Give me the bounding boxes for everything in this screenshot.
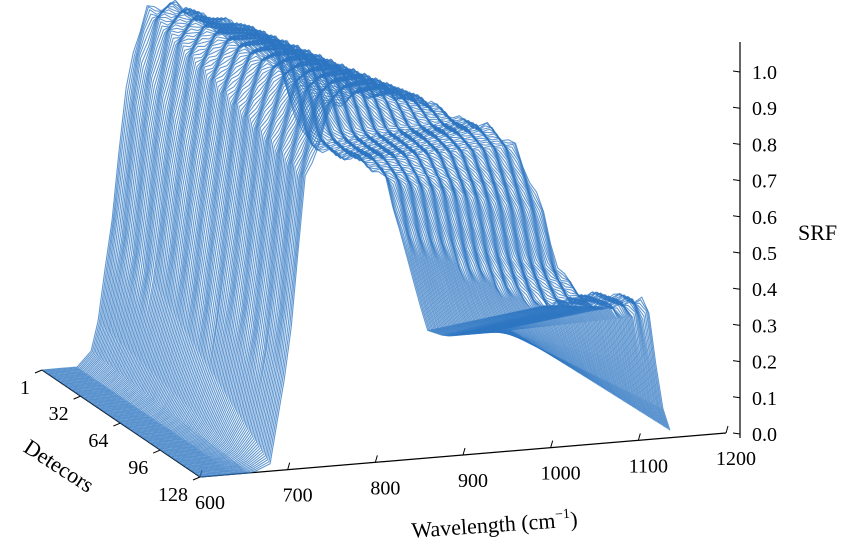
x-tick-label: 900 bbox=[458, 470, 488, 492]
z-tick-label: 0.0 bbox=[752, 424, 777, 446]
z-tick-mark bbox=[732, 432, 741, 435]
srf-curve-detector-106 bbox=[172, 76, 644, 460]
y-tick-label: 32 bbox=[49, 403, 69, 425]
srf-curve-detector-17 bbox=[61, 15, 532, 385]
z-tick-label: 0.3 bbox=[752, 315, 777, 337]
z-tick-mark bbox=[732, 360, 741, 363]
srf-curve-detector-1 bbox=[41, 0, 512, 371]
y-tick-mark bbox=[73, 395, 81, 400]
x-tick-mark bbox=[462, 447, 466, 456]
z-axis-title: SRF bbox=[798, 220, 837, 245]
z-tick-mark bbox=[732, 215, 741, 218]
srf-curve-detector-18 bbox=[63, 14, 534, 385]
z-tick-label: 1.0 bbox=[752, 62, 777, 84]
x-tick-mark bbox=[637, 433, 641, 441]
z-tick-label: 0.1 bbox=[752, 388, 777, 410]
srf-curve-detector-116 bbox=[185, 83, 656, 468]
z-tick-label: 0.7 bbox=[752, 171, 777, 193]
x-tick-label: 1200 bbox=[716, 448, 756, 470]
x-tick-label: 600 bbox=[195, 492, 225, 514]
x-tick-label: 700 bbox=[283, 485, 313, 507]
x-tick-label: 1000 bbox=[541, 463, 581, 485]
z-tick-mark bbox=[732, 251, 741, 254]
x-tick-mark bbox=[550, 440, 554, 448]
y-axis-title: Detecors bbox=[19, 434, 98, 498]
z-tick-mark bbox=[732, 106, 741, 109]
x-axis-title: Wavelength (cm−1) bbox=[411, 506, 579, 540]
z-tick-mark bbox=[732, 323, 741, 326]
z-tick-mark bbox=[732, 287, 741, 290]
z-tick-label: 0.5 bbox=[752, 243, 777, 265]
z-tick-mark bbox=[732, 70, 741, 73]
srf-curve-detector-24 bbox=[70, 22, 541, 390]
z-tick-label: 0.8 bbox=[752, 134, 777, 156]
y-tick-label: 64 bbox=[88, 430, 108, 452]
y-tick-mark bbox=[113, 422, 121, 427]
srf-curve-detector-125 bbox=[196, 88, 667, 476]
y-tick-mark bbox=[34, 369, 43, 374]
z-tick-mark bbox=[732, 396, 741, 399]
z-tick-mark bbox=[732, 142, 741, 145]
y-tick-label: 96 bbox=[128, 457, 148, 479]
x-tick-mark bbox=[725, 425, 729, 434]
z-tick-label: 0.4 bbox=[752, 279, 777, 301]
x-tick-mark bbox=[374, 455, 378, 463]
z-tick-label: 0.9 bbox=[752, 98, 777, 120]
srf-curves-layer bbox=[41, 0, 671, 478]
srf-curve-detector-128 bbox=[199, 90, 671, 478]
srf-curve-detector-115 bbox=[183, 81, 655, 467]
srf-curve-detector-124 bbox=[194, 87, 666, 475]
axes-layer bbox=[34, 42, 741, 481]
srf-curve-detector-126 bbox=[197, 87, 668, 476]
srf-curve-detector-99 bbox=[163, 71, 635, 454]
z-tick-label: 0.2 bbox=[752, 352, 777, 374]
x-tick-label: 1100 bbox=[629, 455, 668, 477]
z-tick-label: 0.6 bbox=[752, 207, 777, 229]
y-tick-mark bbox=[192, 476, 201, 481]
srf-curve-detector-5 bbox=[46, 6, 517, 374]
x-tick-label: 800 bbox=[370, 477, 400, 499]
srf-curve-detector-107 bbox=[173, 77, 645, 460]
y-tick-label: 128 bbox=[158, 484, 188, 506]
srf-curve-detector-25 bbox=[71, 21, 543, 391]
srf-curve-detector-19 bbox=[64, 13, 535, 386]
y-tick-label: 1 bbox=[20, 377, 30, 399]
z-tick-mark bbox=[732, 179, 741, 182]
y-tick-mark bbox=[152, 449, 161, 454]
x-tick-mark bbox=[287, 462, 291, 470]
